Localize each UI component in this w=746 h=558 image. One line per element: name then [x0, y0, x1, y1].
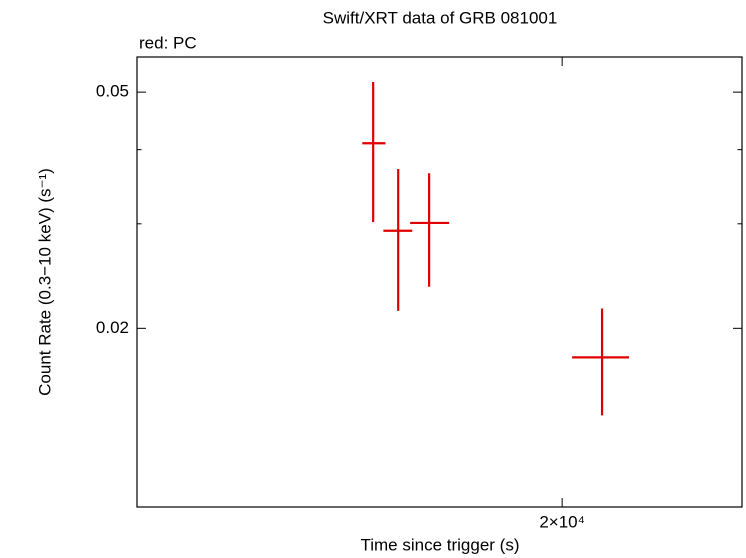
y-tick-label: 0.02 [96, 318, 129, 337]
y-tick-label: 0.05 [96, 82, 129, 101]
plot-frame [136, 56, 743, 508]
x-tick-label: 2×10⁴ [539, 512, 585, 531]
chart-title: Swift/XRT data of GRB 081001 [323, 8, 558, 27]
y-axis-label: Count Rate (0.3−10 keV) (s⁻¹) [35, 168, 54, 396]
x-axis-label: Time since trigger (s) [360, 535, 519, 554]
chart-subtitle: red: PC [139, 33, 197, 52]
